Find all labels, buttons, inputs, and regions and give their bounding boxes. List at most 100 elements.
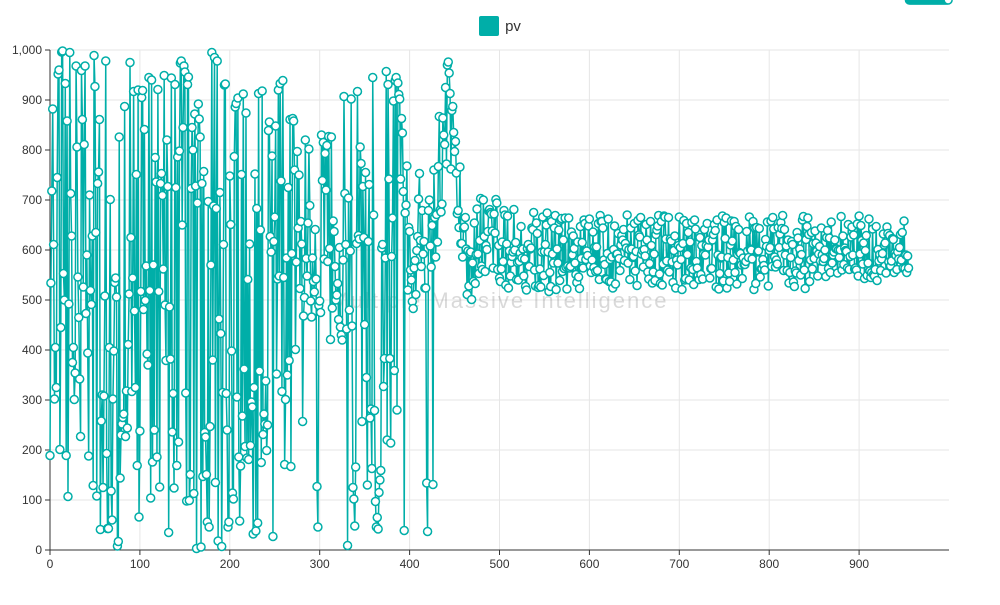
data-point[interactable] (111, 292, 122, 302)
data-point[interactable] (214, 314, 224, 324)
data-point[interactable] (198, 166, 209, 177)
data-point[interactable] (364, 179, 374, 190)
data-point[interactable] (632, 280, 642, 291)
data-point[interactable] (392, 405, 402, 415)
data-point[interactable] (826, 217, 836, 227)
data-point[interactable] (154, 482, 165, 492)
data-point[interactable] (894, 242, 905, 253)
data-point[interactable] (350, 462, 361, 472)
data-point[interactable] (389, 365, 400, 376)
data-point[interactable] (51, 382, 62, 393)
data-point[interactable] (55, 444, 65, 455)
data-point[interactable] (897, 227, 907, 238)
data-point[interactable] (48, 239, 59, 250)
data-point[interactable] (768, 212, 778, 223)
data-point[interactable] (294, 170, 304, 180)
data-point[interactable] (338, 255, 348, 265)
data-point[interactable] (282, 370, 293, 380)
data-point[interactable] (439, 130, 449, 140)
data-point[interactable] (615, 265, 625, 276)
data-point[interactable] (68, 342, 79, 353)
data-point[interactable] (251, 526, 261, 536)
data-point[interactable] (329, 226, 339, 237)
data-point[interactable] (187, 122, 197, 133)
data-point[interactable] (902, 251, 913, 261)
data-point[interactable] (245, 440, 256, 451)
data-point[interactable] (419, 236, 429, 247)
data-point[interactable] (47, 186, 57, 196)
data-point[interactable] (848, 230, 859, 240)
data-point[interactable] (139, 124, 150, 135)
data-point[interactable] (325, 334, 336, 345)
data-point[interactable] (225, 171, 235, 181)
data-point[interactable] (710, 225, 721, 236)
data-point[interactable] (145, 493, 156, 503)
data-point[interactable] (93, 167, 104, 177)
data-point[interactable] (765, 242, 775, 253)
data-point[interactable] (54, 65, 64, 75)
data-point[interactable] (332, 290, 342, 300)
data-point[interactable] (259, 409, 269, 419)
data-point[interactable] (83, 451, 94, 461)
data-point[interactable] (381, 66, 391, 77)
data-point[interactable] (732, 279, 742, 289)
data-point[interactable] (819, 253, 829, 264)
data-point[interactable] (92, 491, 102, 501)
data-point[interactable] (226, 346, 237, 356)
data-point[interactable] (625, 274, 635, 285)
data-point[interactable] (77, 114, 88, 125)
data-point[interactable] (526, 243, 536, 253)
data-point[interactable] (469, 218, 480, 228)
data-point[interactable] (416, 261, 427, 272)
data-point[interactable] (542, 208, 552, 218)
data-point[interactable] (99, 391, 109, 401)
data-point[interactable] (64, 299, 74, 309)
data-point[interactable] (310, 224, 320, 235)
data-point[interactable] (124, 289, 134, 299)
data-point[interactable] (83, 348, 93, 358)
data-point[interactable] (69, 394, 80, 405)
data-point[interactable] (700, 250, 711, 260)
data-point[interactable] (603, 214, 614, 224)
data-point[interactable] (252, 203, 262, 214)
data-point[interactable] (206, 260, 216, 270)
data-point[interactable] (519, 271, 529, 281)
data-point[interactable] (453, 205, 463, 216)
data-point[interactable] (171, 182, 181, 193)
data-point[interactable] (174, 146, 185, 156)
data-point[interactable] (375, 475, 385, 485)
data-point[interactable] (142, 349, 152, 359)
data-point[interactable] (138, 304, 149, 315)
data-point[interactable] (60, 78, 71, 89)
data-point[interactable] (182, 79, 193, 90)
data-point[interactable] (224, 517, 234, 527)
data-point[interactable] (86, 299, 97, 310)
data-point[interactable] (385, 438, 396, 448)
data-point[interactable] (573, 272, 584, 282)
data-point[interactable] (772, 259, 783, 269)
data-point[interactable] (129, 306, 140, 316)
data-point[interactable] (432, 237, 443, 247)
data-point[interactable] (84, 190, 95, 200)
data-point[interactable] (357, 416, 367, 427)
data-point[interactable] (252, 518, 263, 528)
data-point[interactable] (502, 211, 513, 221)
data-point[interactable] (200, 432, 211, 442)
data-point[interactable] (324, 243, 335, 254)
data-point[interactable] (455, 162, 465, 172)
data-point[interactable] (423, 205, 434, 216)
data-point[interactable] (592, 265, 603, 276)
data-point[interactable] (96, 416, 106, 426)
data-point[interactable] (197, 178, 207, 189)
data-point[interactable] (421, 283, 431, 293)
data-point[interactable] (323, 256, 333, 267)
data-point[interactable] (689, 215, 700, 225)
data-point[interactable] (350, 521, 360, 531)
data-point[interactable] (66, 231, 77, 241)
data-point[interactable] (145, 285, 155, 296)
data-point[interactable] (763, 281, 774, 291)
data-point[interactable] (75, 431, 86, 442)
data-point[interactable] (346, 94, 356, 104)
data-point[interactable] (445, 88, 455, 99)
data-point[interactable] (355, 142, 365, 152)
